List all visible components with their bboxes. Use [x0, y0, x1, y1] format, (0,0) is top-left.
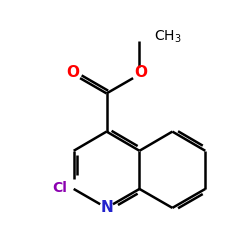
Text: N: N: [100, 200, 113, 216]
Text: O: O: [66, 65, 79, 80]
Text: Cl: Cl: [52, 181, 68, 195]
Text: CH$_3$: CH$_3$: [154, 29, 182, 45]
Text: O: O: [134, 65, 147, 80]
